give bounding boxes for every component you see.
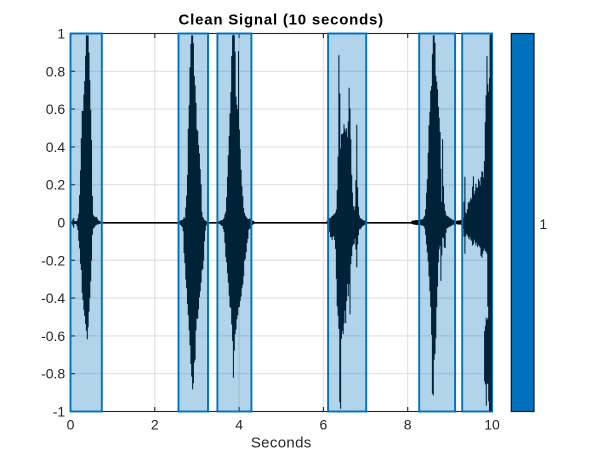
svg-text:0.8: 0.8 <box>46 63 66 79</box>
svg-text:1: 1 <box>57 26 65 42</box>
svg-text:-0.2: -0.2 <box>41 252 65 268</box>
svg-text:0: 0 <box>57 215 65 231</box>
svg-text:-1: -1 <box>53 404 66 420</box>
svg-text:Seconds: Seconds <box>251 435 312 452</box>
svg-text:2: 2 <box>151 417 159 433</box>
svg-text:0.2: 0.2 <box>46 177 66 193</box>
svg-text:6: 6 <box>320 417 328 433</box>
svg-text:0: 0 <box>67 417 75 433</box>
svg-text:0.6: 0.6 <box>46 101 66 117</box>
svg-text:-0.6: -0.6 <box>41 328 65 344</box>
svg-text:8: 8 <box>404 417 412 433</box>
svg-text:-0.8: -0.8 <box>41 366 65 382</box>
svg-text:4: 4 <box>235 417 243 433</box>
svg-text:0.4: 0.4 <box>46 139 66 155</box>
svg-text:Clean Signal (10 seconds): Clean Signal (10 seconds) <box>179 12 384 29</box>
svg-text:-0.4: -0.4 <box>41 290 65 306</box>
svg-text:1: 1 <box>539 216 547 232</box>
svg-text:10: 10 <box>484 417 500 433</box>
